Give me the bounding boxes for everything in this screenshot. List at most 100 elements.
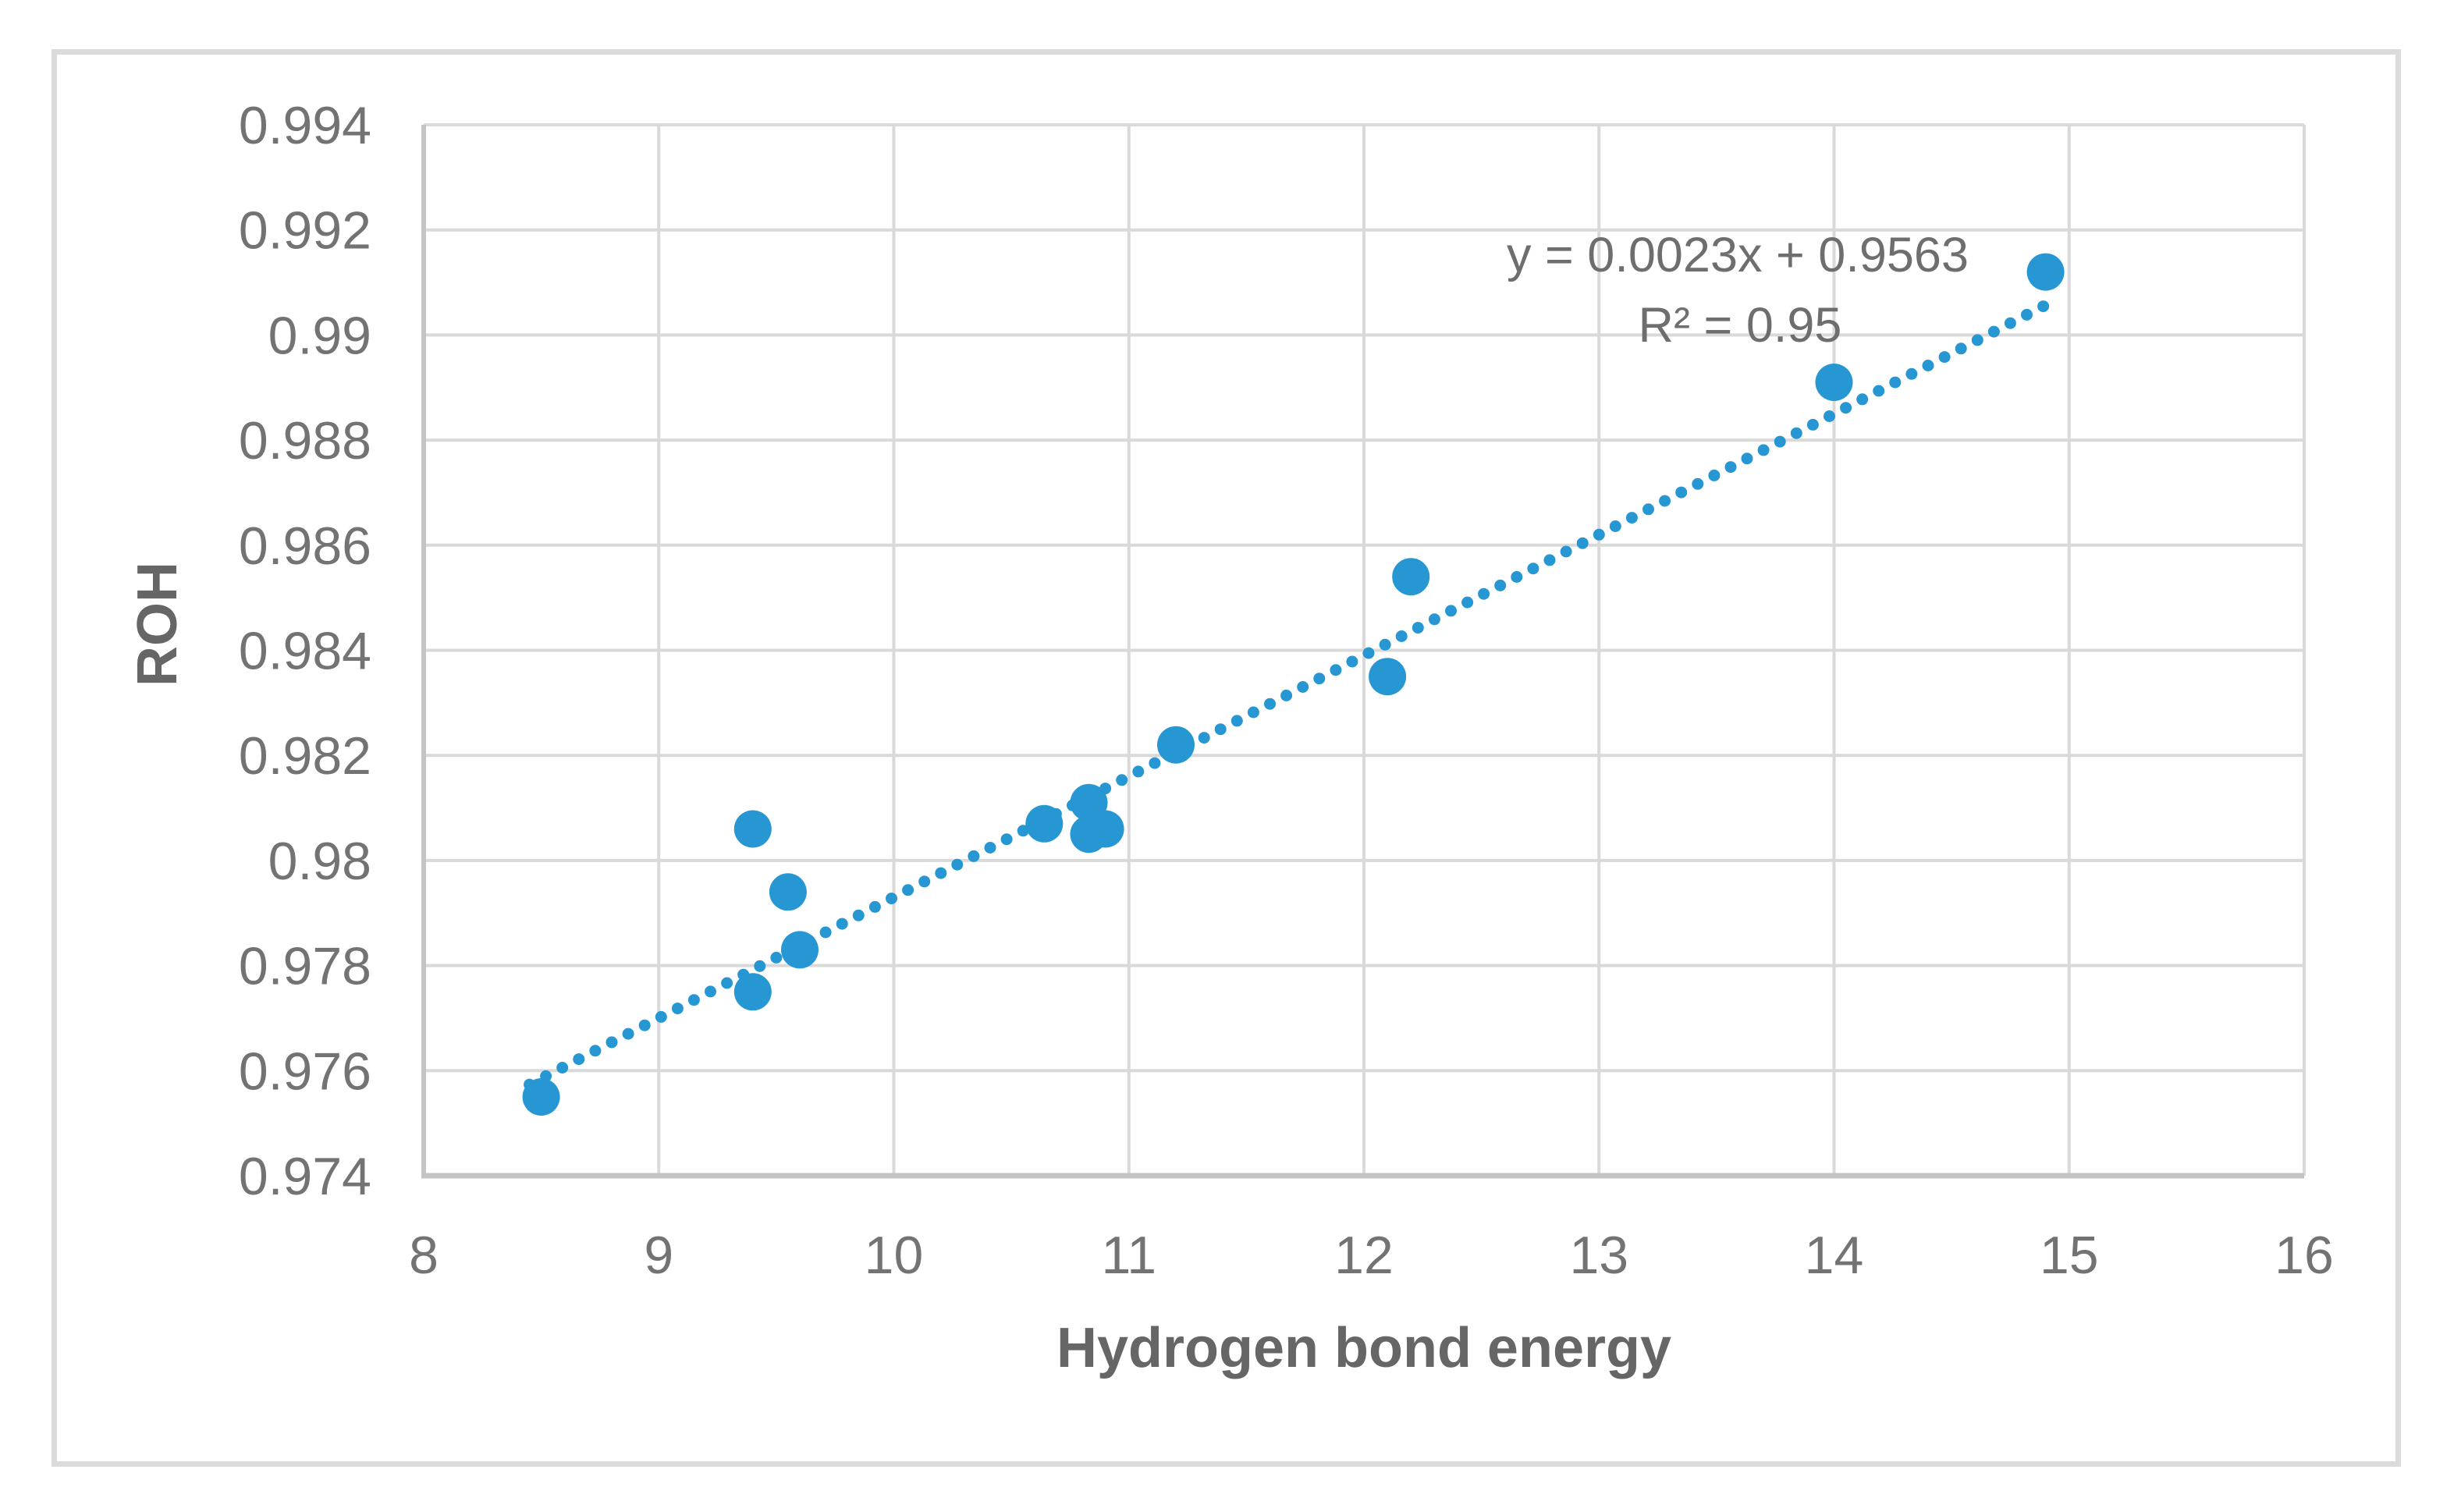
trendline-dot xyxy=(1806,418,1819,431)
trendline-dot xyxy=(1000,833,1013,846)
trendline-dot xyxy=(935,867,947,879)
x-tick-label: 16 xyxy=(2275,1226,2334,1285)
trendline-dot xyxy=(1593,528,1605,541)
trendline-dot xyxy=(1609,520,1621,532)
trendline-dot xyxy=(556,1062,569,1074)
trendline-dot xyxy=(1675,486,1688,499)
trendline-dot xyxy=(1346,655,1358,668)
y-tick-label: 0.984 xyxy=(239,622,371,681)
trendline-dot xyxy=(1280,689,1293,701)
trendline-dot xyxy=(1214,723,1227,736)
trendline-dot xyxy=(1198,732,1210,744)
trendline-dot xyxy=(1264,697,1276,710)
y-tick-label: 0.988 xyxy=(239,411,371,470)
trendline-dot xyxy=(1971,334,1983,346)
trendline-dot xyxy=(589,1045,602,1057)
trendline-dot xyxy=(819,926,832,939)
y-tick-label: 0.992 xyxy=(239,201,371,261)
x-tick-label: 8 xyxy=(409,1226,439,1285)
data-point-marker xyxy=(781,931,819,969)
trendline-dot xyxy=(1412,622,1424,634)
trendline-dot xyxy=(1543,554,1556,566)
trendline-dot xyxy=(655,1010,667,1023)
trendline-dot xyxy=(1741,453,1753,465)
trendline-dot xyxy=(754,960,766,972)
trendline-dot xyxy=(918,875,931,888)
trendline-dot xyxy=(1774,435,1786,448)
y-tick-label: 0.994 xyxy=(239,96,371,155)
trendline-dot xyxy=(1873,385,1885,397)
data-point-marker xyxy=(1369,658,1407,696)
trendline-dot xyxy=(1560,545,1572,558)
data-point-marker xyxy=(733,810,772,848)
trendline-dot xyxy=(1955,343,1967,355)
trendline-dot xyxy=(1313,673,1326,685)
trendline-dot xyxy=(705,985,716,998)
trendline-dot xyxy=(1790,427,1802,439)
trendline-dot xyxy=(1856,393,1869,406)
trendline-dot xyxy=(2021,308,2033,321)
trendline-dot xyxy=(984,842,996,854)
trendline-dot xyxy=(1116,774,1128,786)
x-axis-title: Hydrogen bond energy xyxy=(1056,1317,1672,1379)
trendline-dot xyxy=(2037,300,2050,313)
trendline-dot xyxy=(1395,630,1408,642)
x-tick-label: 13 xyxy=(1569,1226,1628,1285)
trendline-dot xyxy=(1757,444,1770,456)
trendline-dot xyxy=(1149,757,1161,769)
y-tick-label: 0.982 xyxy=(239,726,371,786)
trendline-dot xyxy=(886,893,897,905)
trendline-dot xyxy=(1889,376,1902,389)
trendline-dot xyxy=(1461,596,1474,609)
trendline-dot xyxy=(1576,537,1589,549)
trendline-dot xyxy=(868,900,881,913)
trendline-dot xyxy=(687,994,700,1006)
trendline-dot xyxy=(1362,647,1375,659)
trendline-dot xyxy=(951,858,964,871)
trendline-dot xyxy=(1297,681,1309,693)
trendline-dot xyxy=(605,1036,618,1049)
y-tick-label: 0.974 xyxy=(239,1147,371,1206)
y-tick-label: 0.978 xyxy=(239,937,371,996)
trendline-dot xyxy=(1708,469,1721,481)
data-point-marker xyxy=(733,973,772,1011)
trendline-equation: y = 0.0023x + 0.9563 xyxy=(1507,228,1969,282)
trendline-dot xyxy=(1527,563,1539,575)
trendline-dot xyxy=(1642,503,1654,516)
data-point-marker xyxy=(1157,726,1195,764)
data-point-marker xyxy=(522,1078,560,1116)
trendline-dot xyxy=(968,850,980,862)
data-point-marker xyxy=(769,873,807,911)
trendline-dot xyxy=(1428,613,1440,626)
trendline-dot xyxy=(1494,579,1507,591)
x-tick-label: 9 xyxy=(644,1226,673,1285)
trendline-dot xyxy=(622,1028,634,1040)
trendline-dot xyxy=(1478,587,1490,600)
trendline-dot xyxy=(1922,360,1934,371)
trendline-dot xyxy=(1905,367,1918,380)
x-tick-label: 15 xyxy=(2040,1226,2099,1285)
data-point-marker xyxy=(2026,253,2065,291)
trendline-dot xyxy=(902,884,914,896)
data-point-marker xyxy=(1086,810,1124,848)
trendline-dot xyxy=(573,1053,585,1066)
trendline-dot xyxy=(671,1003,684,1015)
trendline-dot xyxy=(852,909,865,921)
trendline-dot xyxy=(1824,410,1835,422)
trendline-r2: R² = 0.95 xyxy=(1638,298,1842,353)
data-point-marker xyxy=(1392,558,1430,596)
trendline-dot xyxy=(1132,765,1145,778)
trendline-dot xyxy=(1625,512,1638,524)
trendline-dot xyxy=(2004,317,2016,329)
y-tick-label: 0.976 xyxy=(239,1042,371,1101)
y-tick-label: 0.98 xyxy=(268,832,371,891)
trendline-dot xyxy=(1379,638,1391,651)
x-tick-label: 14 xyxy=(1805,1226,1864,1285)
trendline-dot xyxy=(1230,715,1243,727)
y-axis-title: ROH xyxy=(126,562,189,687)
trendline-dot xyxy=(1987,325,2000,338)
chart-frame xyxy=(51,49,2401,1467)
trendline-dot xyxy=(1692,477,1704,490)
trendline-dot xyxy=(1445,605,1457,617)
